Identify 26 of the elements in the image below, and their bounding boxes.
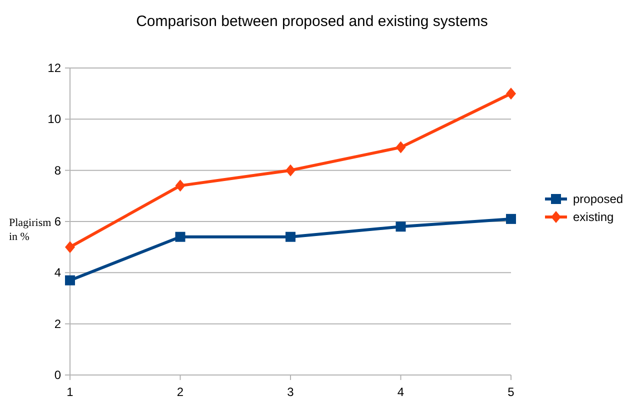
x-tick-label: 2 bbox=[176, 385, 184, 399]
x-tick-label: 3 bbox=[287, 385, 294, 399]
x-tick-label: 1 bbox=[66, 385, 74, 399]
y-axis-title: Plagirism in % bbox=[9, 217, 52, 243]
legend-label: existing bbox=[573, 210, 614, 224]
y-tick-label: 10 bbox=[48, 112, 62, 126]
y-tick-label: 6 bbox=[54, 214, 62, 228]
chart-title: Comparison between proposed and existing systems bbox=[136, 13, 488, 30]
point bbox=[175, 180, 186, 192]
point bbox=[65, 241, 75, 254]
y-tick-label: 2 bbox=[54, 316, 62, 331]
point bbox=[175, 232, 186, 242]
y-tick-label: 0 bbox=[54, 368, 62, 382]
y-tick-label: 8 bbox=[54, 163, 62, 178]
point bbox=[396, 141, 406, 154]
point bbox=[286, 164, 296, 176]
point bbox=[286, 232, 296, 242]
y-tick-label: 12 bbox=[48, 61, 62, 75]
point bbox=[506, 214, 516, 224]
legend-label: proposed bbox=[573, 192, 624, 206]
point bbox=[396, 222, 406, 232]
y-tick-label: 4 bbox=[54, 266, 62, 280]
x-tick-label: 5 bbox=[508, 385, 515, 399]
point bbox=[506, 88, 516, 100]
x-tick-label: 4 bbox=[397, 385, 404, 399]
point bbox=[65, 275, 75, 286]
